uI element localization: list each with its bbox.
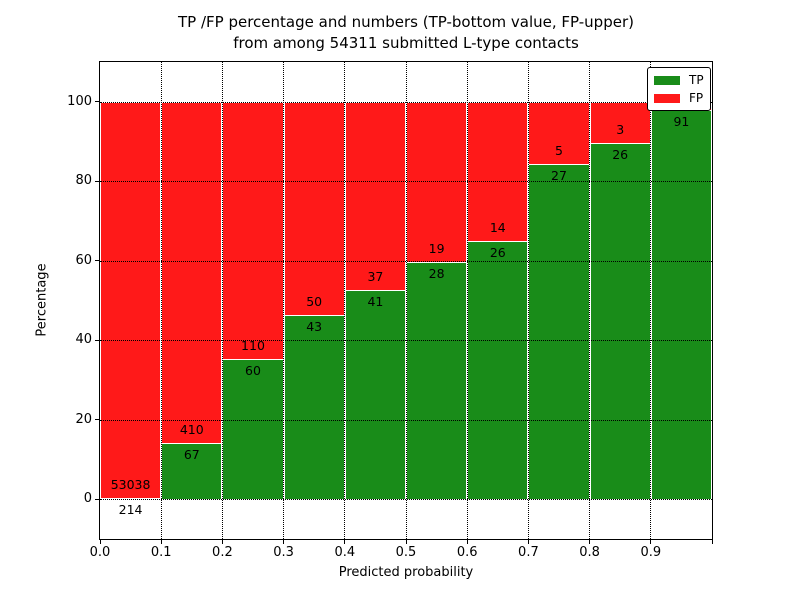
y-tick-label: 100 [67,93,92,109]
v-gridline [160,62,162,539]
x-tick-label: 0.7 [518,545,539,560]
bar-segment-tp [406,262,468,500]
tp-count-label: 26 [489,244,506,260]
bar-segment-fp [344,101,406,291]
legend-item-fp: FP [654,91,704,105]
y-tick-label: 60 [75,252,92,268]
bar-segment-tp [161,443,223,500]
v-gridline [589,62,591,539]
tp-count-label: 214 [118,501,143,517]
chart-title-line1: TP /FP percentage and numbers (TP-bottom… [178,13,634,31]
x-tick-label: 0.0 [89,545,111,560]
x-tick [650,540,652,544]
bar-segment-fp [222,101,284,359]
bar-segment-tp [589,142,651,500]
y-tick-label: 20 [75,411,92,427]
y-tick [95,260,99,262]
y-tick [95,419,99,421]
fp-count-label: 410 [179,422,204,438]
fp-count-label: 3 [616,121,625,137]
plot-area: TP FP 53038 214 410 67 110 60 50 43 37 41 19 28 14 26… [99,61,713,540]
y-tick [95,339,99,341]
y-tick [95,101,99,103]
fp-count-label: 50 [306,294,323,310]
y-tick-label: 80 [75,173,92,189]
x-tick-label: 0.4 [334,545,356,560]
x-tick [160,540,162,544]
v-gridline [283,62,285,539]
bar-segment-tp [467,240,529,500]
fp-color-swatch [654,93,680,103]
v-gridline [466,62,468,539]
x-tick [589,540,591,544]
bar-segment-tp [528,163,590,500]
tp-count-label: 43 [306,319,323,335]
tp-color-swatch [654,75,680,85]
bar-segment-fp [161,101,223,444]
x-tick [527,540,529,544]
x-tick-label: 0.1 [150,545,172,560]
y-tick [95,180,99,182]
x-tick [466,540,468,544]
x-tick [405,540,407,544]
x-tick-label: 0.9 [640,545,662,560]
bar-segment-fp [589,101,651,143]
tp-count-label: 41 [367,294,384,310]
chart-title-line2: from among 54311 submitted L-type contac… [233,34,579,52]
bar-segment-tp [222,358,284,500]
bar-segment-tp [100,497,162,500]
tp-count-label: 28 [428,266,445,282]
fp-count-label: 14 [489,219,506,235]
legend-label-tp: TP [689,73,704,87]
y-tick [95,498,99,500]
fp-count-label: 37 [367,269,384,285]
bar-segment-tp [344,290,406,500]
v-gridline [221,62,223,539]
legend: TP FP [647,67,711,111]
x-tick-label: 0.6 [456,545,478,560]
y-axis-label: Percentage [34,263,50,337]
x-tick [344,540,346,544]
x-tick [99,540,101,544]
bar-segment-tp [650,110,712,500]
fp-count-label: 19 [428,241,445,257]
x-tick-label: 0.3 [273,545,294,560]
bar-segment-fp [100,101,162,498]
legend-item-tp: TP [654,73,704,87]
tp-count-label: 60 [245,362,261,378]
bar-segment-tp [283,315,345,500]
x-axis-label: Predicted probability [338,565,474,580]
fp-count-label: 5 [555,142,563,158]
x-tick [283,540,285,544]
x-tick [221,540,223,544]
tp-count-label: 91 [673,114,690,130]
v-gridline [405,62,407,539]
bar-segment-fp [283,101,345,316]
v-gridline [344,62,346,539]
y-tick-label: 0 [83,491,92,507]
fp-count-label: 53038 [110,476,151,492]
tp-count-label: 27 [551,167,567,183]
y-tick-label: 40 [75,332,92,348]
v-gridline [527,62,529,539]
fp-count-label: 110 [241,337,265,353]
tp-count-label: 67 [183,447,200,463]
legend-label-fp: FP [689,91,704,105]
tp-count-label: 26 [612,146,629,162]
v-gridline [650,62,652,539]
x-tick-label: 0.5 [395,545,417,560]
x-tick-label: 0.8 [579,545,600,560]
x-tick [711,540,713,544]
x-tick-label: 0.2 [212,545,233,560]
